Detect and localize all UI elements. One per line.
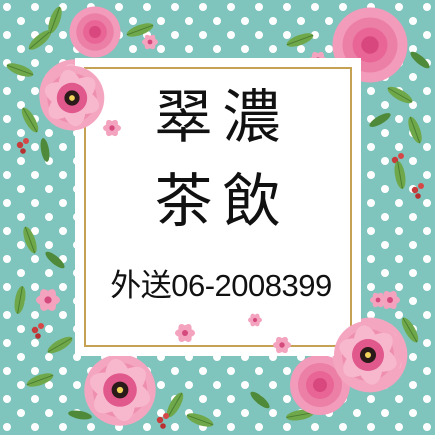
- shop-name-line-1: 翠濃: [154, 83, 291, 151]
- text-panel: [75, 58, 361, 356]
- shop-name-line-2: 茶飲: [154, 167, 291, 235]
- delivery-phone: 外送06-2008399: [110, 268, 332, 303]
- gold-frame: [84, 67, 352, 347]
